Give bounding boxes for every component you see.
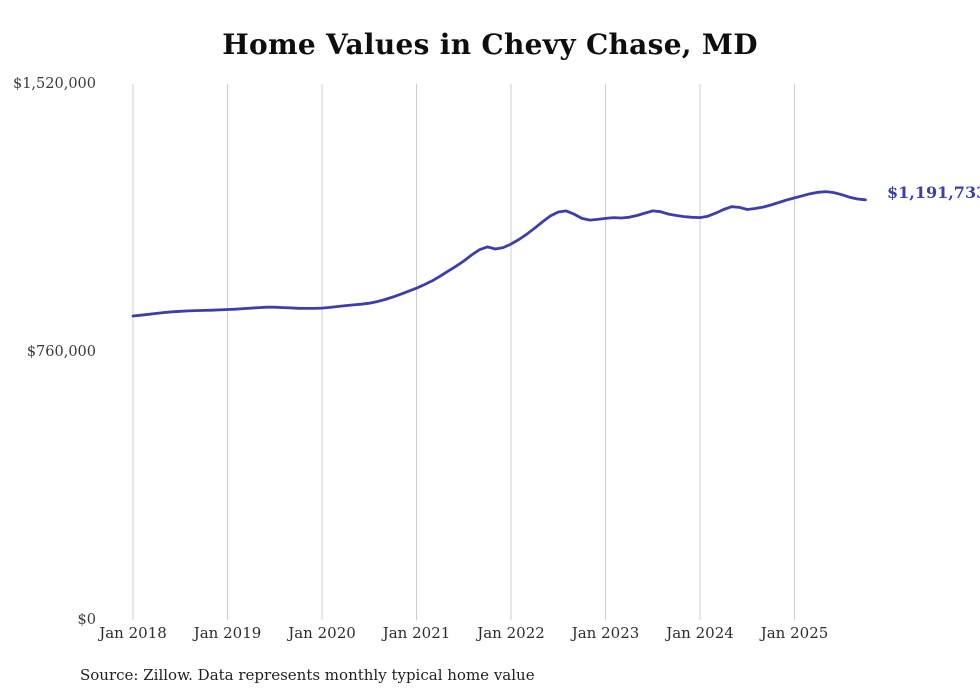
x-tick-label: Jan 2019: [193, 624, 262, 642]
x-tick-label: Jan 2022: [477, 624, 545, 642]
x-tick-label: Jan 2023: [571, 624, 640, 642]
y-tick-label: $0: [77, 612, 96, 628]
source-note: Source: Zillow. Data represents monthly …: [80, 666, 535, 684]
x-tick-label: Jan 2025: [760, 624, 829, 642]
x-tick-label: Jan 2020: [288, 624, 356, 642]
x-tick-label: Jan 2024: [666, 624, 734, 642]
x-tick-label: Jan 2018: [99, 624, 167, 642]
chart-title: Home Values in Chevy Chase, MD: [222, 28, 758, 61]
home-value-line: [131, 190, 867, 318]
y-tick-label: $760,000: [26, 344, 96, 360]
y-tick-label: $1,520,000: [12, 76, 96, 92]
x-tick-label: Jan 2021: [382, 624, 451, 642]
latest-value-label: $1,191,733: [887, 183, 980, 202]
